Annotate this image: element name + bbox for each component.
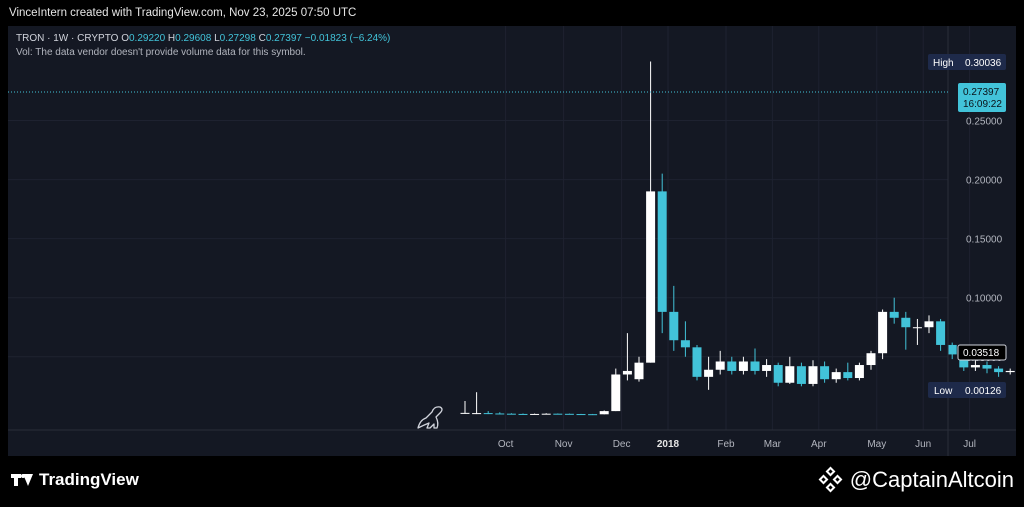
candle-body[interactable] — [912, 327, 922, 329]
candle-body[interactable] — [460, 412, 470, 414]
tradingview-wordmark: TradingView — [39, 470, 139, 489]
x-tick-label: Oct — [498, 439, 514, 450]
x-tick-label: Jun — [915, 439, 931, 450]
candle-body[interactable] — [495, 413, 505, 415]
candle-body[interactable] — [553, 413, 563, 415]
candle-body[interactable] — [692, 347, 702, 377]
candle-body[interactable] — [796, 366, 806, 384]
candle-body[interactable] — [982, 365, 992, 369]
candle-body[interactable] — [518, 413, 528, 415]
x-tick-label: Dec — [613, 439, 631, 450]
candle-body[interactable] — [901, 317, 911, 328]
candle-body[interactable] — [646, 191, 656, 363]
candle-body[interactable] — [738, 361, 748, 371]
last-price-value: 0.27397 — [963, 87, 1000, 98]
candle-body[interactable] — [750, 361, 760, 371]
candle-body[interactable] — [773, 365, 783, 383]
chart-panel[interactable]: 0.050000.100000.150000.200000.25000OctNo… — [8, 26, 1016, 456]
candle-body[interactable] — [564, 413, 574, 415]
candle-body[interactable] — [727, 361, 737, 371]
captainaltcoin-watermark: @CaptainAltcoin — [818, 466, 1014, 493]
ohlc-row: TRON · 1W · CRYPTO O0.29220 H0.29608 L0.… — [16, 32, 390, 46]
low-marker-label: Low — [934, 386, 953, 397]
y-tick-label: 0.15000 — [966, 235, 1003, 246]
high-label: H — [167, 33, 176, 44]
x-tick-label: Feb — [717, 439, 735, 450]
y-tick-label: 0.10000 — [966, 294, 1003, 305]
candle-body[interactable] — [472, 413, 482, 415]
chart-legend: TRON · 1W · CRYPTO O0.29220 H0.29608 L0.… — [16, 32, 390, 60]
open-value: 0.29220 — [128, 33, 166, 44]
candle-body[interactable] — [634, 362, 644, 380]
candle-body[interactable] — [994, 368, 1004, 373]
candle-body[interactable] — [866, 353, 876, 366]
volume-note: Vol: The data vendor doesn't provide vol… — [16, 47, 306, 58]
high-marker-value: 0.30036 — [965, 58, 1002, 69]
x-tick-label: May — [867, 439, 886, 450]
candle-body[interactable] — [622, 370, 632, 375]
low-label: L — [214, 33, 220, 44]
price-chart[interactable]: 0.050000.100000.150000.200000.25000OctNo… — [8, 26, 1016, 456]
high-marker-box — [928, 54, 1006, 70]
last-price-tag — [958, 83, 1006, 112]
candle-body[interactable] — [820, 366, 830, 380]
candle-body[interactable] — [669, 311, 679, 341]
candle-body[interactable] — [715, 361, 725, 370]
x-tick-label: Nov — [555, 439, 573, 450]
close-label: C — [258, 33, 266, 44]
crosshair-price-value: 0.03518 — [963, 348, 1000, 359]
candle-body[interactable] — [785, 366, 795, 383]
watermark-text: @CaptainAltcoin — [849, 467, 1014, 492]
candle-body[interactable] — [541, 413, 551, 415]
open-label: O — [121, 33, 129, 44]
symbol-label: TRON · 1W · CRYPTO — [16, 33, 119, 44]
countdown-value: 16:09:22 — [963, 99, 1002, 110]
change-value: −0.01823 (−6.24%) — [304, 33, 391, 44]
candle-body[interactable] — [483, 413, 493, 415]
x-tick-label: Mar — [764, 439, 782, 450]
candle-body[interactable] — [959, 354, 969, 368]
candle-body[interactable] — [599, 411, 609, 415]
candle-body[interactable] — [657, 191, 667, 312]
candle-body[interactable] — [530, 413, 540, 415]
tradingview-logo-icon — [11, 471, 35, 489]
candle-body[interactable] — [970, 365, 980, 368]
candle-body[interactable] — [936, 321, 946, 345]
candle-body[interactable] — [947, 344, 957, 355]
candle-body[interactable] — [506, 413, 516, 415]
close-value: 0.27397 — [265, 33, 302, 44]
y-tick-label: 0.25000 — [966, 117, 1003, 128]
low-marker-value: 0.00126 — [965, 386, 1002, 397]
candle-body[interactable] — [854, 365, 864, 379]
candle-body[interactable] — [878, 311, 888, 354]
candle-body[interactable] — [704, 369, 714, 377]
x-tick-label: Apr — [811, 439, 827, 450]
high-marker-label: High — [933, 58, 954, 69]
high-value: 0.29608 — [175, 33, 212, 44]
candle-body[interactable] — [889, 311, 899, 318]
tradingview-logo[interactable]: TradingView — [11, 470, 139, 490]
crosshair-price-tag — [957, 344, 1007, 361]
candle-body[interactable] — [588, 414, 598, 416]
candle-body[interactable] — [843, 372, 853, 379]
low-marker-box — [928, 382, 1006, 398]
x-tick-label: 2018 — [657, 439, 680, 450]
candle-body[interactable] — [1005, 370, 1015, 373]
candle-body[interactable] — [808, 366, 818, 384]
footer: TradingView @CaptainAltcoin — [0, 456, 1024, 507]
candle-body[interactable] — [611, 374, 621, 412]
low-value: 0.27298 — [219, 33, 256, 44]
candle-body[interactable] — [762, 365, 772, 371]
chart-author-line: VinceIntern created with TradingView.com… — [0, 0, 1024, 26]
candle-body[interactable] — [680, 340, 690, 348]
x-tick-label: Jul — [963, 439, 976, 450]
binance-diamond-icon — [818, 466, 844, 493]
dinosaur-doodle-icon — [417, 406, 443, 429]
author-text: VinceIntern created with TradingView.com… — [9, 7, 357, 19]
candle-body[interactable] — [924, 321, 934, 328]
y-tick-label: 0.20000 — [966, 176, 1003, 187]
candle-body[interactable] — [576, 414, 586, 416]
candle-body[interactable] — [831, 372, 841, 380]
